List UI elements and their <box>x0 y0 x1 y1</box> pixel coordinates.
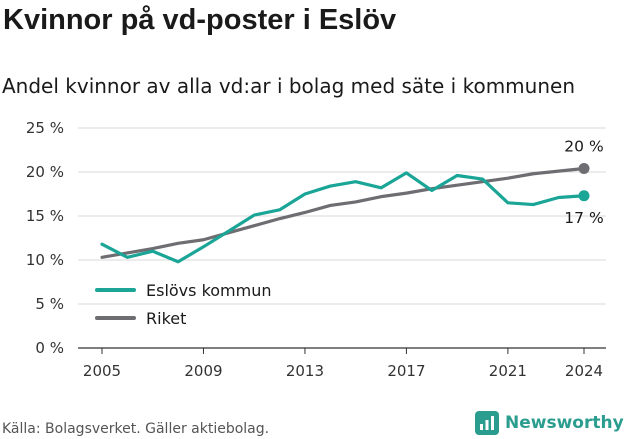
grid-layer <box>78 127 606 305</box>
axis-layer: 0 % 5 % 10 % 15 % 20 % 25 % 2005 2009 2013 2017 20… <box>26 119 606 380</box>
legend-label-kommun: Eslövs kommun <box>146 281 272 300</box>
y-tick-label: 25 % <box>26 119 64 137</box>
series-line-kommun <box>100 171 586 264</box>
chart-title: Kvinnor på vd-poster i Eslöv <box>3 4 397 36</box>
y-tick-label: 0 % <box>35 339 64 357</box>
y-tick-label: 15 % <box>26 207 64 225</box>
y-tick-label: 10 % <box>26 251 64 269</box>
brand-name: Newsworthy <box>505 413 624 433</box>
legend-label-riket: Riket <box>146 309 186 328</box>
chart-subtitle: Andel kvinnor av alla vd:ar i bolag med … <box>2 74 575 98</box>
brand-logo: Newsworthy <box>475 410 624 436</box>
series-line-riket <box>100 166 586 259</box>
end-label-kommun: 17 % <box>564 209 603 227</box>
x-tick-label: 2009 <box>184 362 222 380</box>
end-point-riket <box>578 162 590 174</box>
x-tick-label: 2013 <box>286 362 324 380</box>
x-tick-label: 2021 <box>489 362 527 380</box>
x-tick-label: 2017 <box>387 362 425 380</box>
legend: Eslövs kommun Riket <box>95 281 272 328</box>
series-layer <box>100 162 590 264</box>
y-tick-label: 5 % <box>35 295 64 313</box>
source-note: Källa: Bolagsverket. Gäller aktiebolag. <box>2 421 270 437</box>
newsworthy-icon <box>475 411 499 435</box>
x-tick-label: 2005 <box>83 362 121 380</box>
x-tick-label: 2024 <box>565 362 603 380</box>
line-chart: 0 % 5 % 10 % 15 % 20 % 25 % 2005 2009 2013 2017 20… <box>26 119 606 380</box>
end-label-riket: 20 % <box>564 137 603 155</box>
end-point-kommun <box>578 190 590 202</box>
y-tick-label: 20 % <box>26 163 64 181</box>
